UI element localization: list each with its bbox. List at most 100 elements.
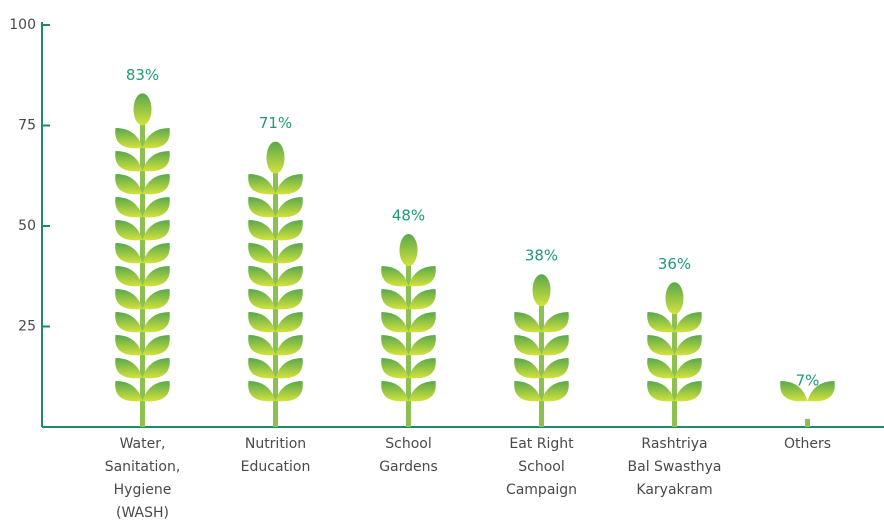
wheat-bar [647, 282, 702, 427]
leaf [275, 381, 303, 402]
leaf [142, 197, 170, 218]
leaf [142, 243, 170, 264]
leaf [142, 151, 170, 172]
x-tick-label: Eat Right School Campaign [505, 436, 578, 498]
x-tick-label: Rashtriya Bal Swasthya Karyakram [627, 436, 722, 498]
leaf [647, 335, 675, 356]
leaf [275, 243, 303, 264]
leaf [674, 312, 702, 333]
leaf [115, 220, 143, 241]
leaf [275, 174, 303, 195]
leaf [514, 381, 542, 402]
x-tick-label: School Gardens [379, 436, 438, 475]
leaf [807, 381, 835, 402]
stem [140, 113, 145, 427]
leaf [142, 220, 170, 241]
leaf [248, 289, 276, 310]
wheat-bar [780, 381, 835, 427]
leaf [381, 312, 409, 333]
leaf [115, 197, 143, 218]
value-label: 48% [392, 207, 425, 225]
leaf [275, 335, 303, 356]
value-label: 71% [259, 114, 292, 132]
wheat-bar [514, 274, 569, 427]
leaf [408, 312, 436, 333]
leaf [115, 381, 143, 402]
kernel [532, 274, 551, 307]
stem [672, 302, 677, 427]
leaf [541, 335, 569, 356]
leaf [115, 289, 143, 310]
leaf [115, 335, 143, 356]
leaf [408, 289, 436, 310]
leaf [541, 358, 569, 379]
leaf [115, 174, 143, 195]
leaf [381, 335, 409, 356]
leaf [248, 243, 276, 264]
x-tick-label: Nutrition Education [240, 436, 311, 475]
leaf [115, 358, 143, 379]
value-label: 83% [126, 66, 159, 84]
leaf [275, 312, 303, 333]
leaf [541, 381, 569, 402]
value-label: 7% [796, 371, 820, 389]
wheat-bar [248, 141, 303, 427]
wheat-bar [381, 234, 436, 427]
wheat-bar [115, 93, 170, 427]
stem [539, 294, 544, 427]
kernel [665, 282, 684, 315]
leaf [248, 381, 276, 402]
kernel [266, 141, 285, 174]
leaf [142, 335, 170, 356]
x-tick-label: Others [783, 436, 832, 452]
leaf [142, 358, 170, 379]
leaf [142, 381, 170, 402]
leaf [514, 358, 542, 379]
leaf [381, 289, 409, 310]
leaf [408, 358, 436, 379]
leaf [248, 174, 276, 195]
leaf [674, 358, 702, 379]
leaf [674, 381, 702, 402]
leaf [115, 128, 143, 149]
leaf [381, 381, 409, 402]
leaf [408, 381, 436, 402]
leaf [541, 312, 569, 333]
leaf [142, 128, 170, 149]
leaf [381, 358, 409, 379]
y-tick-label: 75 [18, 118, 36, 134]
leaf [780, 381, 808, 402]
leaf [408, 266, 436, 287]
y-tick-label: 25 [18, 319, 36, 335]
leaf [647, 358, 675, 379]
leaf [115, 151, 143, 172]
leaf [248, 312, 276, 333]
leaf [115, 243, 143, 264]
leaf [647, 381, 675, 402]
leaf [674, 335, 702, 356]
leaf [248, 197, 276, 218]
leaf [142, 174, 170, 195]
value-label: 36% [658, 255, 691, 273]
leaf [275, 266, 303, 287]
x-tick-label: Water, Sanitation, Hygiene (WASH) [104, 436, 181, 521]
leaf [514, 312, 542, 333]
leaf [248, 266, 276, 287]
value-label: 38% [525, 247, 558, 265]
stem [406, 254, 411, 427]
stem [805, 418, 810, 427]
leaf [115, 312, 143, 333]
leaf [115, 266, 143, 287]
leaf [275, 358, 303, 379]
kernel [133, 93, 152, 126]
leaf [275, 197, 303, 218]
leaf [647, 312, 675, 333]
leaf [248, 335, 276, 356]
kernel [399, 234, 418, 267]
y-tick-label: 50 [18, 218, 36, 234]
leaf [381, 266, 409, 287]
leaf [275, 220, 303, 241]
stem [273, 161, 278, 427]
